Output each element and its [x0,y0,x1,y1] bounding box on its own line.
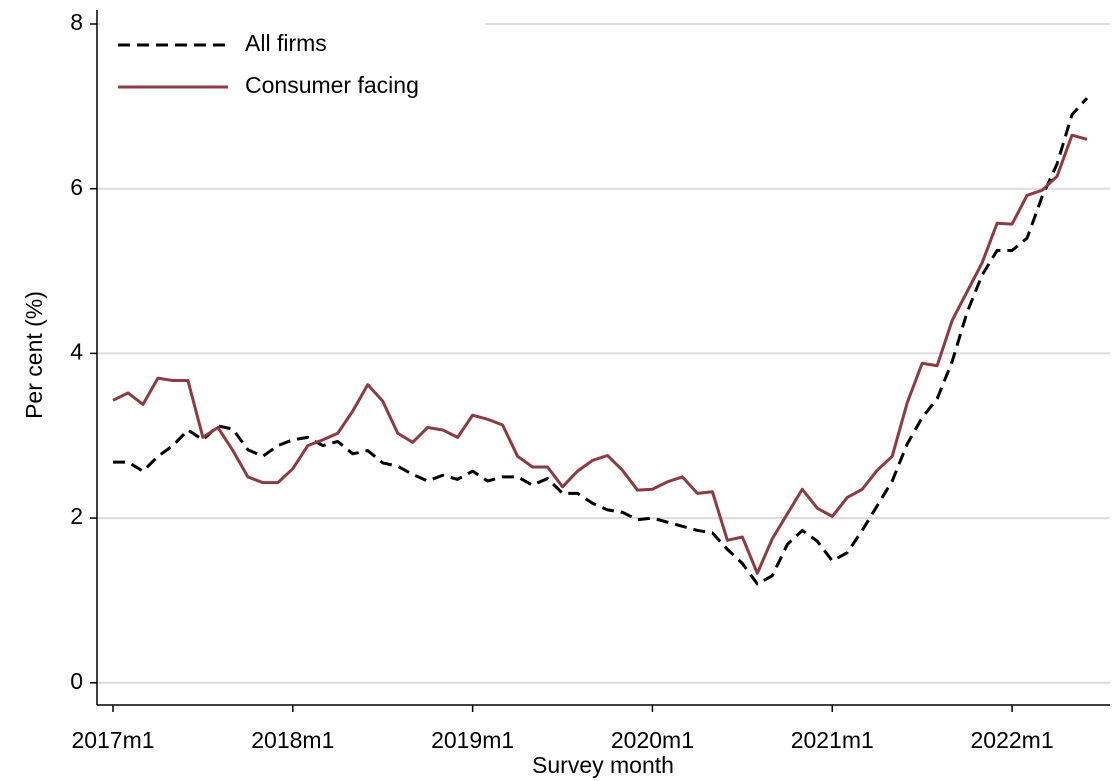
legend-label: All firms [245,30,327,56]
x-tick-label: 2017m1 [71,727,154,753]
x-tick-label: 2021m1 [791,727,874,753]
y-tick-label: 2 [70,503,83,529]
y-tick-label: 4 [70,338,83,364]
y-axis-title: Per cent (%) [21,291,47,419]
y-tick-label: 6 [70,174,83,200]
y-tick-label: 0 [70,668,83,694]
x-axis-title: Survey month [532,752,674,778]
series-line [113,97,1089,586]
series-line [112,133,1088,575]
x-tick-label: 2018m1 [251,727,334,753]
legend-box [100,12,485,110]
legend-label: Consumer facing [245,72,419,98]
x-tick-label: 2020m1 [611,727,694,753]
x-tick-label: 2022m1 [971,727,1054,753]
y-tick-label: 8 [70,9,83,35]
x-tick-label: 2019m1 [431,727,514,753]
